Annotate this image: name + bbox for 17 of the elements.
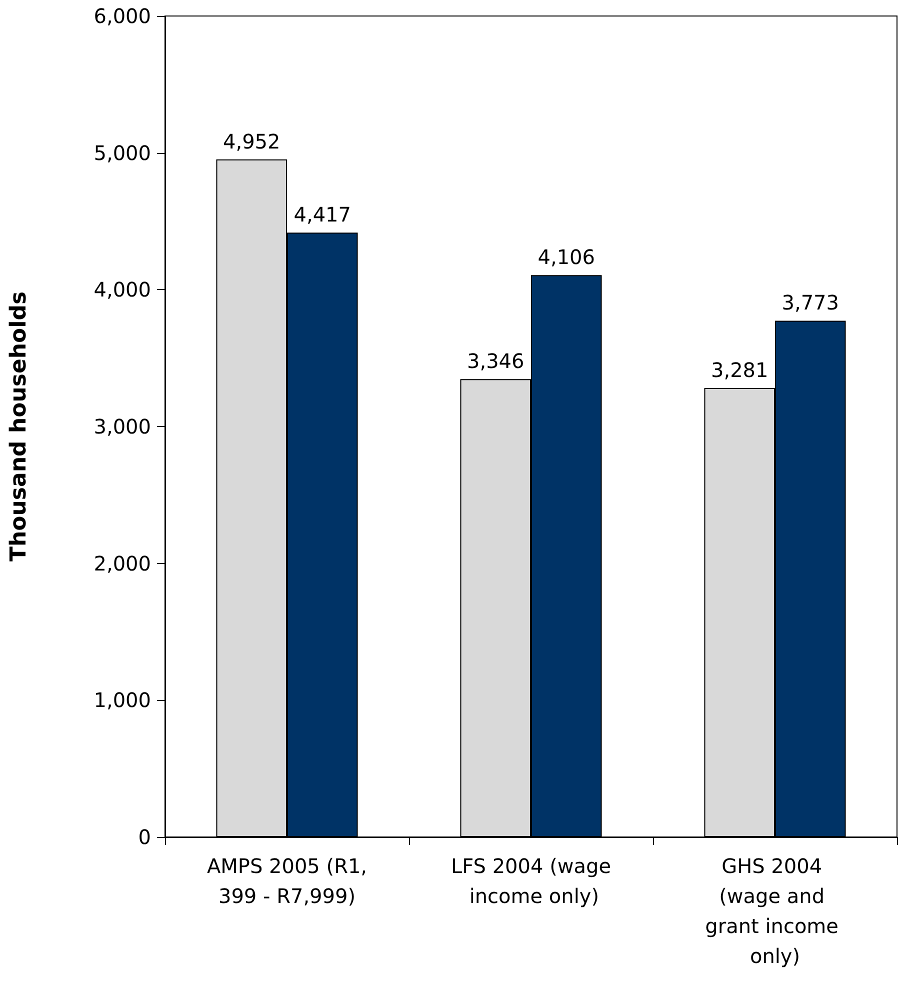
y-tick-label: 3,000 [94, 414, 151, 438]
y-axis-title: Thousand households [6, 291, 32, 562]
y-tick-label: 4,000 [94, 278, 151, 302]
x-tick-label: GHS 2004 (wage and grant income only) [705, 854, 845, 968]
data-label: 4,106 [538, 245, 596, 270]
data-label: 4,417 [294, 202, 352, 227]
y-tick-label: 6,000 [94, 4, 151, 28]
y-tick-label: 1,000 [94, 688, 151, 712]
data-label: 3,346 [466, 349, 524, 374]
data-label: 3,773 [782, 290, 840, 315]
data-label: 3,281 [710, 358, 768, 382]
x-tick-label: AMPS 2005 (R1,399 - R7,999) [206, 854, 368, 908]
y-tick-label: 5,000 [94, 140, 151, 165]
data-label: 4,952 [222, 129, 280, 154]
y-tick-label: 2,000 [94, 551, 151, 576]
y-tick-label: 0 [138, 825, 151, 849]
x-tick-label: LFS 2004 (wage income only) [450, 854, 612, 908]
